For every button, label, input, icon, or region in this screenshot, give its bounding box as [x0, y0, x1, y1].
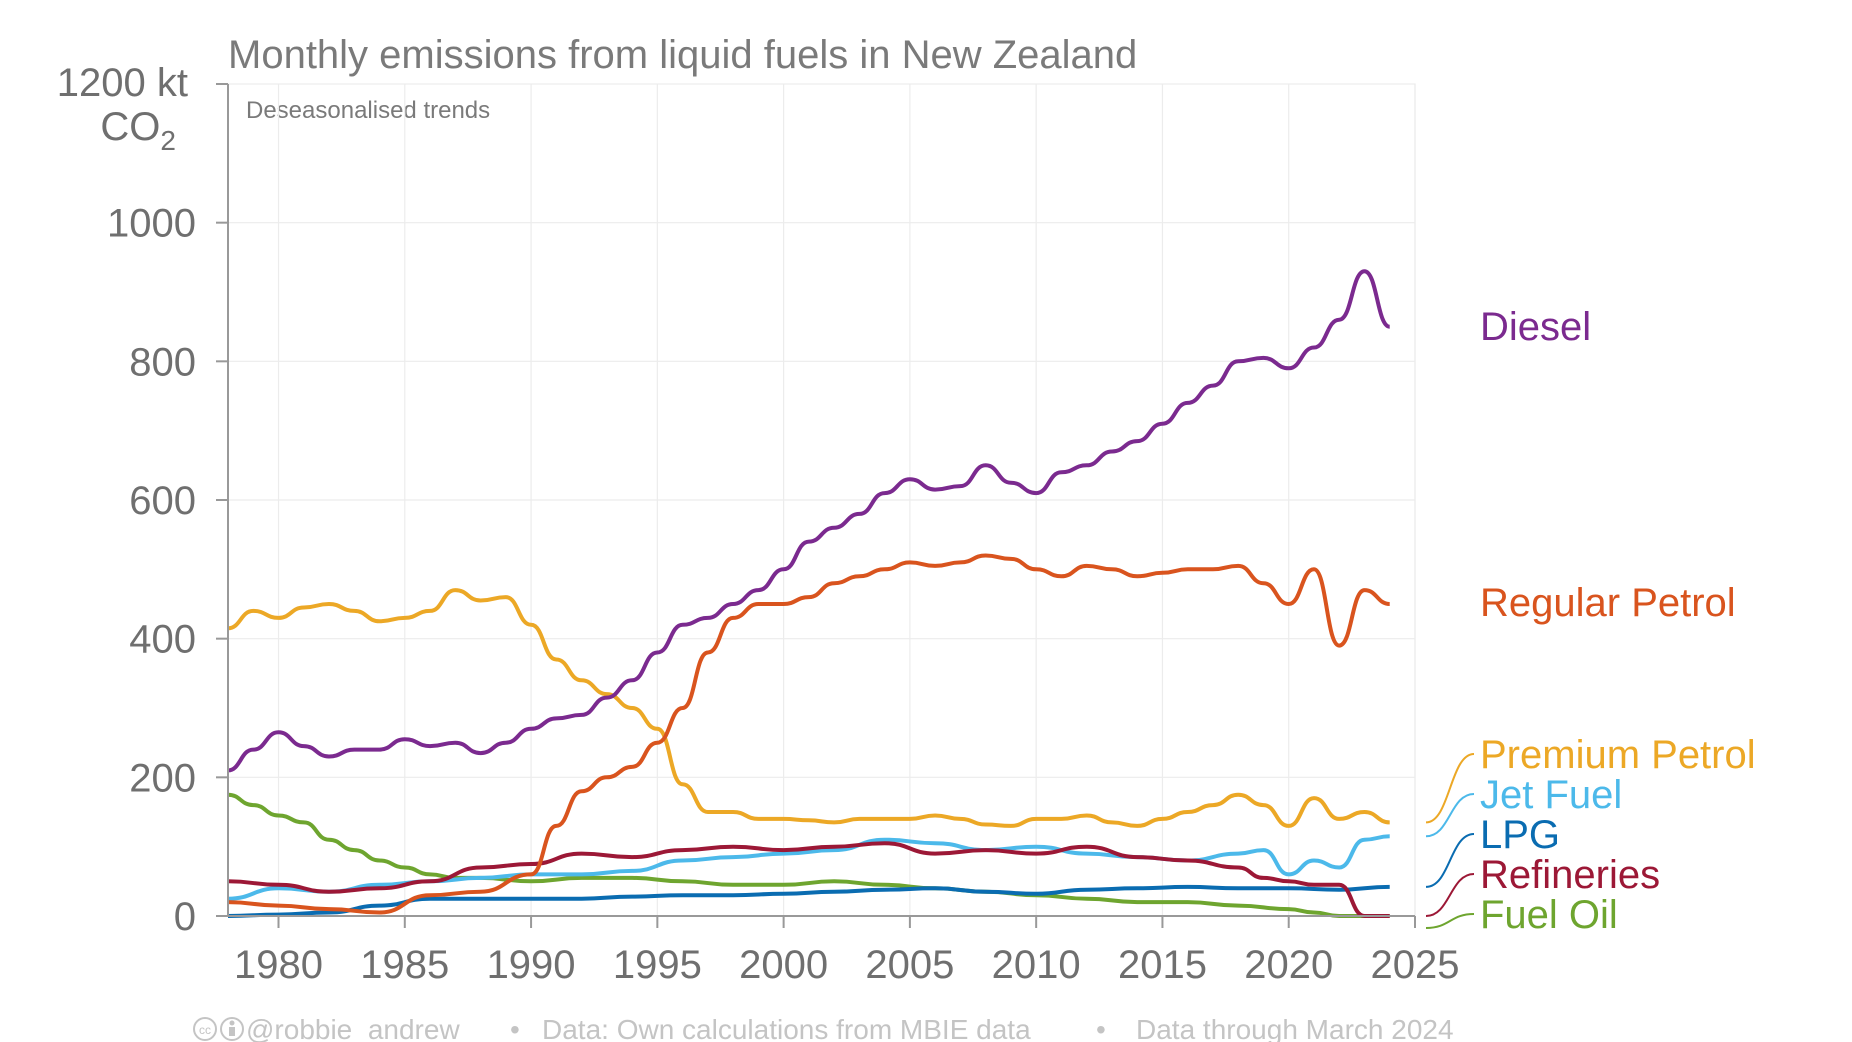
- footer-separator-1: •: [510, 1014, 520, 1042]
- footer-credit: @robbie_andrew: [246, 1014, 460, 1042]
- footer-source: Data: Own calculations from MBIE data: [542, 1014, 1031, 1042]
- x-ticks: 1980 1985 1990 1995 2000 2005 2010 2015 2020 2025: [234, 916, 1459, 987]
- series-label: Jet Fuel: [1480, 773, 1622, 817]
- series-line-regular-petrol: [227, 553, 1390, 915]
- x-tick-label: 1980: [234, 943, 323, 987]
- y-tick-label: 0: [174, 895, 196, 939]
- series-lines: [227, 269, 1391, 918]
- series-line-fuel-oil: [227, 792, 1390, 918]
- y-tick-label: 400: [129, 618, 196, 662]
- y-tick-label: 1000: [107, 202, 196, 246]
- footer-through: Data through March 2024: [1136, 1014, 1454, 1042]
- series-label: Premium Petrol: [1480, 733, 1756, 777]
- series-label: Diesel: [1480, 305, 1591, 349]
- chart-title: Monthly emissions from liquid fuels in N…: [228, 33, 1137, 77]
- x-tick-label: 1995: [613, 943, 702, 987]
- footer: cc @robbie_andrew • Data: Own calculatio…: [193, 1014, 1454, 1042]
- label-connector: [1425, 793, 1475, 838]
- label-connector: [1425, 913, 1475, 929]
- footer-separator-2: •: [1096, 1014, 1106, 1042]
- series-label: Fuel Oil: [1480, 893, 1618, 937]
- chart-subtitle: Deseasonalised trends: [246, 97, 490, 124]
- series-line-refineries: [227, 841, 1390, 918]
- y-axis-unit-base: CO: [100, 105, 160, 149]
- y-tick-label: 800: [129, 340, 196, 384]
- series-label: LPG: [1480, 813, 1560, 857]
- attribution-icon: [220, 1017, 244, 1041]
- series-line-diesel: [227, 269, 1391, 773]
- x-tick-label: 2005: [865, 943, 954, 987]
- svg-text:cc: cc: [199, 1023, 211, 1037]
- x-tick-label: 2025: [1371, 943, 1460, 987]
- cc-license-icon: cc: [193, 1017, 217, 1041]
- label-connector: [1425, 873, 1475, 917]
- y-tick-label: 200: [129, 756, 196, 800]
- series-line-premium-petrol: [227, 588, 1390, 828]
- y-axis-unit: CO2: [100, 105, 176, 156]
- x-tick-label: 2020: [1244, 943, 1333, 987]
- y-axis-unit-sub: 2: [160, 125, 176, 156]
- series-label: Refineries: [1480, 853, 1660, 897]
- plot-area: [227, 83, 1416, 918]
- grid-lines: [228, 84, 1416, 917]
- x-tick-label: 2010: [992, 943, 1081, 987]
- series-label: Regular Petrol: [1480, 581, 1736, 625]
- x-tick-label: 2000: [739, 943, 828, 987]
- x-tick-label: 1990: [487, 943, 576, 987]
- y-axis-label-top: 1200 kt: [57, 61, 188, 105]
- label-connector: [1425, 833, 1475, 888]
- y-tick-label: 600: [129, 479, 196, 523]
- x-tick-label: 2015: [1118, 943, 1207, 987]
- label-connector: [1425, 753, 1475, 824]
- x-tick-label: 1985: [360, 943, 449, 987]
- series-line-lpg: [227, 884, 1390, 918]
- y-ticks: 1000 800 600 400 200 0: [107, 83, 228, 939]
